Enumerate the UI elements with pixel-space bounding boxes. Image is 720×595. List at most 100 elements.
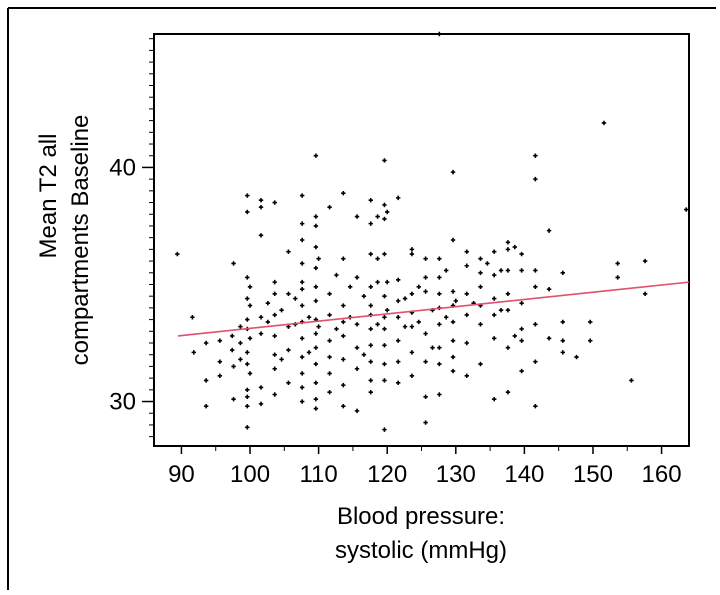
scatter-point xyxy=(533,404,538,409)
scatter-point xyxy=(299,279,305,285)
scatter-point xyxy=(382,326,387,332)
scatter-point xyxy=(299,221,305,226)
scatter-point xyxy=(258,198,264,203)
scatter-point xyxy=(437,275,442,280)
scatter-point xyxy=(238,357,243,362)
scatter-point xyxy=(354,366,360,371)
scatter-point xyxy=(368,303,373,308)
scatter-point xyxy=(203,378,209,383)
scatter-point xyxy=(299,385,305,390)
scatter-point xyxy=(247,284,253,290)
scatter-point xyxy=(313,223,319,229)
scatter-point xyxy=(375,322,380,327)
x-axis-label-line-1: Blood pressure: xyxy=(337,503,505,530)
scatter-point xyxy=(341,303,346,308)
scatter-point xyxy=(492,296,497,301)
y-axis-label-line-2: compartments Baseline xyxy=(67,115,94,366)
scatter-point xyxy=(354,408,360,414)
scatter-point xyxy=(533,153,538,158)
scatter-point xyxy=(258,233,264,238)
y-axis-ticks: 30 40 xyxy=(109,154,154,416)
scatter-point xyxy=(464,340,469,346)
scatter-point xyxy=(492,396,497,402)
scatter-point xyxy=(327,312,332,318)
scatter-point xyxy=(505,268,511,273)
scatter-point xyxy=(347,284,353,290)
scatter-point xyxy=(385,209,390,215)
scatter-point xyxy=(313,361,319,367)
scatter-point xyxy=(286,347,291,353)
scatter-point xyxy=(229,333,235,339)
scatter-point xyxy=(258,315,264,320)
scatter-point xyxy=(354,275,360,280)
scatter-point xyxy=(505,389,511,395)
scatter-point xyxy=(437,256,442,261)
scatter-point xyxy=(217,373,223,378)
scatter-point xyxy=(327,291,332,297)
scatter-point xyxy=(546,228,552,233)
scatter-point xyxy=(299,354,305,360)
scatter-point xyxy=(299,303,305,308)
x-tick-label: 120 xyxy=(367,461,407,488)
scatter-point xyxy=(361,293,367,299)
scatter-point xyxy=(279,357,284,362)
scatter-point xyxy=(354,345,360,350)
scatter-point xyxy=(238,324,243,329)
scatter-point xyxy=(560,319,565,325)
scatter-point xyxy=(245,425,250,430)
scatter-point xyxy=(533,268,538,273)
scatter-point xyxy=(385,308,390,313)
scatter-point xyxy=(203,404,209,409)
scatter-point xyxy=(395,380,401,385)
scatter-point xyxy=(247,371,253,376)
scatter-point xyxy=(395,359,401,364)
scatter-point xyxy=(191,350,196,355)
scatter-point xyxy=(316,256,321,261)
scatter-point xyxy=(498,308,504,313)
scatter-point xyxy=(375,214,380,219)
scatter-point xyxy=(341,404,346,409)
scatter-point xyxy=(286,324,291,329)
scatter-point xyxy=(450,237,456,243)
scatter-point xyxy=(560,350,565,355)
scatter-point xyxy=(316,324,321,329)
x-tick-label: 130 xyxy=(436,461,476,488)
scatter-point xyxy=(382,315,387,320)
regression-line xyxy=(177,281,690,337)
scatter-point xyxy=(519,268,524,273)
scatter-point xyxy=(533,322,538,327)
scatter-point xyxy=(492,336,497,341)
scatter-point xyxy=(382,251,387,257)
scatter-point xyxy=(560,270,565,275)
scatter-point xyxy=(601,120,607,126)
scatter-point xyxy=(313,153,319,158)
scatter-point xyxy=(519,368,524,374)
scatter-point xyxy=(245,404,250,409)
scatter-point xyxy=(341,357,346,362)
scatter-point xyxy=(368,251,373,257)
scatter-point xyxy=(299,261,305,266)
scatter-point xyxy=(286,380,291,385)
scatter-point xyxy=(299,336,305,341)
scatter-point xyxy=(395,195,401,201)
scatter-point xyxy=(402,324,408,329)
scatter-point xyxy=(368,378,373,383)
scatter-point xyxy=(258,205,264,210)
y-tick-label: 30 xyxy=(109,389,136,416)
scatter-point xyxy=(485,261,490,266)
scatter-point xyxy=(409,247,415,252)
scatter-point xyxy=(560,338,565,343)
scatter-point xyxy=(368,198,373,203)
scatter-point xyxy=(245,296,250,301)
scatter-point xyxy=(217,359,223,364)
scatter-point xyxy=(327,205,332,210)
scatter-point xyxy=(313,244,319,250)
scatter-point xyxy=(533,284,538,290)
scatter-point xyxy=(375,256,380,261)
scatter-point xyxy=(341,256,346,261)
scatter-point xyxy=(546,286,552,292)
scatter-point xyxy=(478,322,483,327)
scatter-point xyxy=(375,279,380,285)
scatter-point xyxy=(492,249,497,254)
